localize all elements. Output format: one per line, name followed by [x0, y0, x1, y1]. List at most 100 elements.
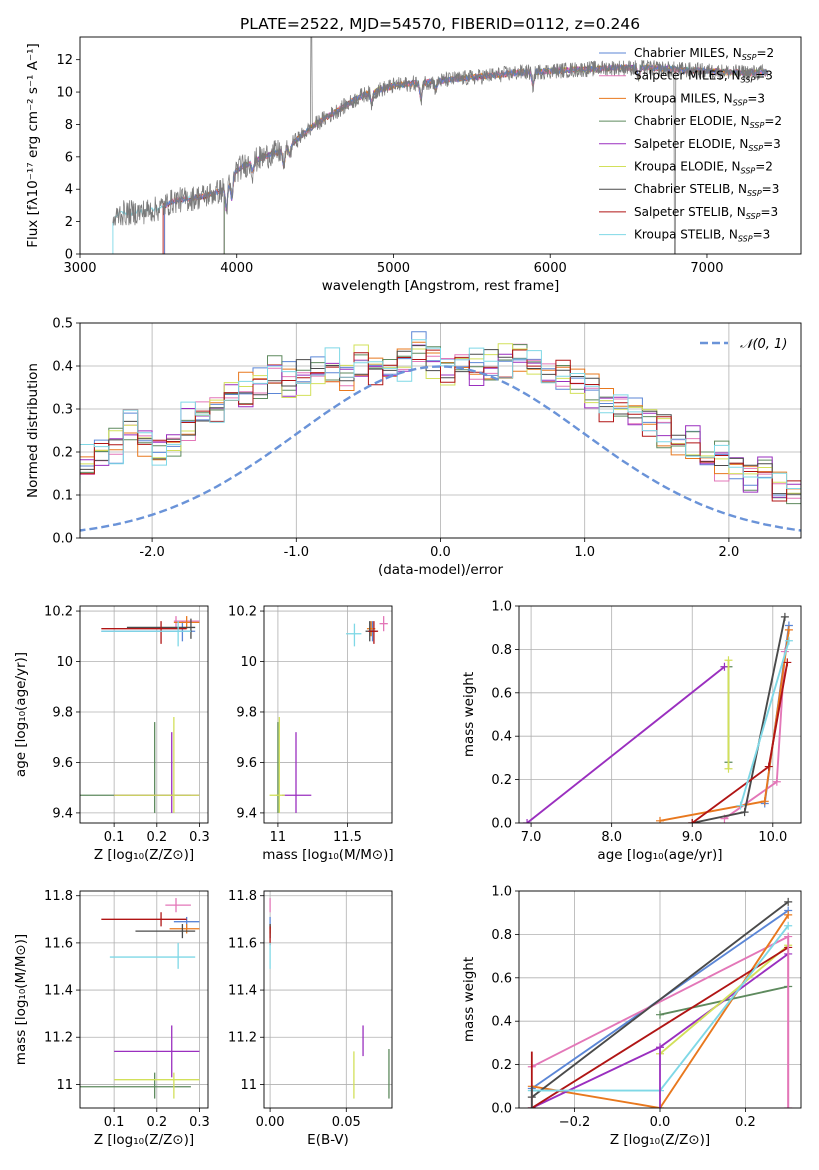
- spectrum-lines: [112, 37, 769, 254]
- y-tick-label: 0: [65, 248, 73, 263]
- x-tick-label: 0.3: [189, 830, 210, 845]
- y-tick-label: 11.6: [44, 936, 73, 951]
- y-tick-label: 10: [56, 655, 73, 670]
- weight-marker: [736, 801, 745, 810]
- weight-line-krou_elodie: [659, 944, 789, 1055]
- x-tick-label: 5000: [377, 261, 410, 276]
- weight-lines: [523, 612, 793, 823]
- weight-marker: [784, 910, 793, 919]
- weight-marker: [784, 897, 793, 906]
- x-axis-label: Z [log₁₀(Z/Z⊙)]: [94, 1132, 194, 1148]
- weight-marker: [724, 764, 733, 773]
- x-tick-label: 0.3: [189, 1115, 210, 1130]
- y-axis-label: mass [log₁₀(M/M⊙)]: [13, 934, 29, 1065]
- weight-marker: [740, 808, 749, 817]
- y-tick-label: 0.6: [491, 971, 512, 986]
- y-tick-label: 0.3: [52, 403, 73, 418]
- y-axis-label: Normed distribution: [25, 363, 41, 498]
- x-tick-label: 0.0: [430, 545, 451, 560]
- x-tick-label: 11: [270, 830, 287, 845]
- y-tick-label: 2: [65, 215, 73, 230]
- panels: 3000 4000 5000 6000 7000 0 2 4 6 8 10 12 wavelength …: [13, 36, 802, 1148]
- y-tick-label: 0.8: [491, 643, 512, 658]
- axes-frame: [518, 605, 802, 824]
- x-tick-label: 0.00: [256, 1115, 285, 1130]
- x-tick-label: 0.05: [332, 1115, 361, 1130]
- y-tick-label: 11.4: [44, 984, 73, 999]
- y-tick-label: 11.8: [44, 889, 73, 904]
- x-tick-label: 1.0: [574, 545, 595, 560]
- y-tick-label: 9.8: [236, 705, 257, 720]
- axes-frame: [79, 322, 802, 539]
- x-axis-label: age [log₁₀(age/yr)]: [597, 847, 722, 863]
- spectrum-panel: 3000 4000 5000 6000 7000 0 2 4 6 8 10 12 wavelength …: [25, 36, 802, 294]
- axes-frame: [518, 890, 802, 1109]
- x-tick-label: 9.0: [682, 830, 703, 845]
- x-tick-label: 11.5: [333, 830, 362, 845]
- weight-line-salp_elodie: [526, 666, 726, 823]
- x-tick-label: 0.2: [735, 1115, 756, 1130]
- y-tick-label: 0.8: [491, 928, 512, 943]
- weight-marker: [780, 612, 789, 621]
- weight-marker: [760, 797, 769, 806]
- y-tick-label: 0.1: [52, 489, 73, 504]
- figure-title: PLATE=2522, MJD=54570, FIBERID=0112, z=0…: [240, 15, 640, 33]
- weight-line-chab_stelib: [531, 901, 789, 1098]
- x-tick-label: 10.0: [758, 830, 787, 845]
- y-tick-label: 10.2: [228, 605, 257, 620]
- x-tick-label: 2.0: [719, 545, 740, 560]
- weight-marker: [772, 777, 781, 786]
- y-tick-label: 0.5: [52, 317, 73, 332]
- y-tick-label: 1.0: [491, 885, 512, 900]
- weight-marker: [688, 819, 697, 823]
- x-axis-label: (data-model)/error: [378, 562, 504, 578]
- legend-entry: Salpeter MILES, NSSP=3: [634, 69, 773, 85]
- y-tick-label: 0.2: [491, 773, 512, 788]
- x-tick-label: 3000: [63, 261, 96, 276]
- y-tick-label: 6: [65, 150, 73, 165]
- weight-marker: [720, 662, 729, 671]
- x-axis-label: wavelength [Angstrom, rest frame]: [322, 278, 560, 294]
- legend-entry: Chabrier STELIB, NSSP=3: [634, 182, 779, 198]
- y-tick-label: 0.2: [52, 446, 73, 461]
- observed-spectrum: [112, 37, 769, 254]
- y-tick-label: 9.4: [52, 806, 73, 821]
- x-tick-label: 7000: [690, 261, 723, 276]
- axes-frame: [79, 605, 209, 824]
- error-bars: [269, 616, 388, 813]
- y-tick-label: 0.6: [491, 686, 512, 701]
- x-axis-label: Z [log₁₀(Z/Z⊙)]: [94, 847, 194, 863]
- legend-entry: Chabrier MILES, NSSP=2: [634, 46, 774, 62]
- weight_vs_Z-panel: −0.2 0.0 0.2 0.0 0.2 0.4 0.6 0.8 1.0 Z [log₁₀(Z/Z…: [461, 885, 802, 1148]
- y-axis-label: mass weight: [461, 672, 477, 757]
- mass_vs_Z-panel: 0.1 0.2 0.3 11 11.2 11.4 11.6 11.8 Z [log₁₀(Z/Z⊙…: [13, 889, 210, 1148]
- y-tick-label: 1.0: [491, 600, 512, 615]
- weight-marker: [656, 1010, 664, 1019]
- error-bars: [269, 898, 390, 1099]
- age_vs_mass-panel: 11 11.5 9.4 9.6 9.8 10 10.2 mass [log₁₀(M/M⊙)]: [228, 605, 394, 863]
- x-tick-label: 0.2: [146, 830, 167, 845]
- weight-marker: [784, 636, 793, 645]
- x-axis-label: mass [log₁₀(M/M⊙)]: [262, 847, 393, 863]
- normal-curve: [80, 365, 801, 532]
- y-tick-label: 10.2: [44, 605, 73, 620]
- y-tick-label: 11.2: [44, 1031, 73, 1046]
- y-tick-label: 0.4: [52, 360, 73, 375]
- x-tick-label: −0.2: [559, 1115, 591, 1130]
- y-tick-label: 0.4: [491, 1015, 512, 1030]
- y-tick-label: 9.8: [52, 705, 73, 720]
- weight-line-chab_stelib: [692, 616, 786, 823]
- histograms: [80, 331, 801, 532]
- x-tick-label: 0.1: [104, 1115, 125, 1130]
- x-tick-label: 0.1: [104, 830, 125, 845]
- weight-marker: [724, 656, 733, 665]
- legend-entry: Salpeter ELODIE, NSSP=3: [634, 137, 781, 153]
- axes-frame: [263, 890, 393, 1109]
- error-bars: [80, 898, 200, 1099]
- y-tick-label: 10: [240, 655, 257, 670]
- weight-marker: [523, 819, 532, 823]
- legend-entry: Salpeter STELIB, NSSP=3: [634, 205, 778, 221]
- legend-entry: Kroupa STELIB, NSSP=3: [634, 228, 770, 244]
- weight_vs_age-panel: 7.0 8.0 9.0 10.0 0.0 0.2 0.4 0.6 0.8 1.0 age [log₁…: [461, 600, 802, 863]
